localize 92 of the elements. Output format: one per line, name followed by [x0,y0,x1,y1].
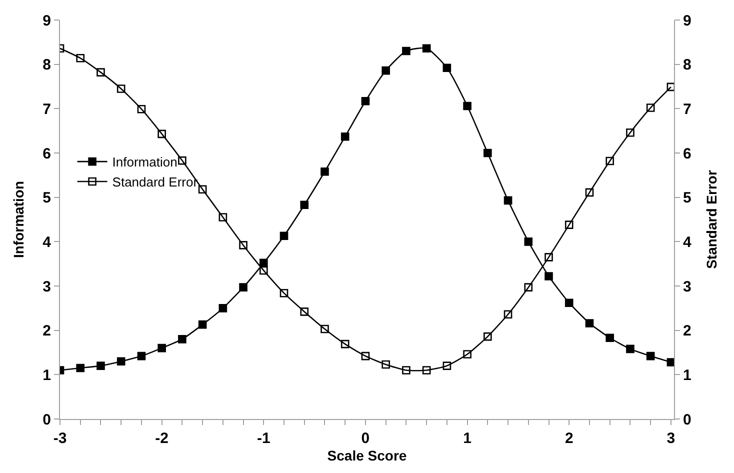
point [178,156,186,165]
x-tick-label: 2 [564,430,574,447]
point [340,340,350,348]
x-axis-title: Scale Score [327,447,407,464]
point [382,360,390,369]
point [300,308,309,316]
point [524,238,533,246]
point [504,310,512,319]
y2-tick-label: 6 [683,145,692,162]
point [382,66,390,75]
x-tick-label: -2 [155,430,168,447]
x-tick-label: 3 [666,430,676,447]
point [260,258,268,268]
point [239,241,248,250]
y-tick-label: 5 [42,190,51,207]
point [564,220,574,229]
x-tick-label: 1 [463,430,472,447]
y2-tick-label: 8 [683,56,692,74]
point [280,288,288,298]
point [422,44,431,53]
point [178,335,186,344]
y2-tick-label: 3 [683,278,692,296]
point [666,82,674,92]
x-tick-label: -3 [53,430,67,447]
point [96,68,105,76]
point [585,319,594,328]
y2-tick-label: 7 [683,100,692,118]
y2-tick-label: 5 [683,190,692,207]
point [606,334,614,342]
point [300,200,309,210]
point [137,352,146,360]
point [422,366,431,374]
point [198,320,207,329]
point [626,128,634,137]
y2-tick-label: 4 [683,234,692,251]
point [463,102,472,110]
point [442,362,452,370]
point [564,298,574,307]
point [646,104,655,112]
y2-axis-title: Standard Error [703,170,720,269]
point [158,344,166,352]
point [361,96,370,106]
point [340,132,350,141]
point [158,130,166,138]
point [666,358,674,366]
point [218,213,228,222]
point [198,185,207,194]
point [544,272,553,280]
point [484,332,492,341]
point [524,283,533,292]
point [585,188,594,197]
point [137,104,146,114]
point [402,366,410,374]
legend-label: Standard Error [112,174,198,190]
y2-tick-label: 9 [683,12,692,30]
y-tick-label: 0 [42,411,51,428]
point [320,167,329,176]
legend-label: Information [112,154,178,170]
point [626,344,634,354]
point [76,54,85,62]
point [646,352,655,360]
point [402,46,410,56]
y2-tick-label: 2 [683,322,692,340]
x-tick-label: 0 [361,430,370,447]
point [76,364,85,372]
y2-tick-label: 1 [683,366,692,384]
y-tick-label: 8 [42,56,51,74]
point [239,283,248,292]
point [606,156,614,166]
point [361,352,370,360]
point [320,324,329,334]
y-tick-label: 6 [42,145,51,162]
y-tick-label: 7 [42,100,51,118]
y-tick-label: 4 [42,234,52,251]
x-tick-label: -1 [256,430,270,447]
point [463,350,472,358]
y-tick-label: 3 [42,278,51,296]
point [218,304,228,312]
y-tick-label: 1 [42,366,51,384]
point [484,148,492,158]
y-tick-label: 9 [42,12,51,30]
point [544,253,553,262]
point [116,84,126,93]
y-axis-title: Information [10,181,26,258]
point [96,362,105,370]
point [260,266,268,275]
y-tick-label: 2 [42,322,51,340]
point [280,232,288,240]
point [442,64,452,72]
point [116,357,126,366]
y2-tick-label: 0 [683,411,692,428]
point [504,196,512,205]
